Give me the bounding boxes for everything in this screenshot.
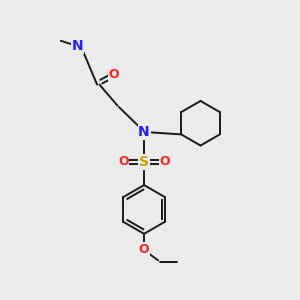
Text: O: O bbox=[108, 68, 119, 81]
Text: O: O bbox=[139, 243, 149, 256]
Text: N: N bbox=[71, 39, 83, 53]
Text: N: N bbox=[72, 40, 83, 54]
Text: O: O bbox=[118, 155, 129, 168]
Text: S: S bbox=[139, 155, 149, 169]
Text: O: O bbox=[160, 155, 170, 168]
Text: N: N bbox=[138, 125, 150, 139]
